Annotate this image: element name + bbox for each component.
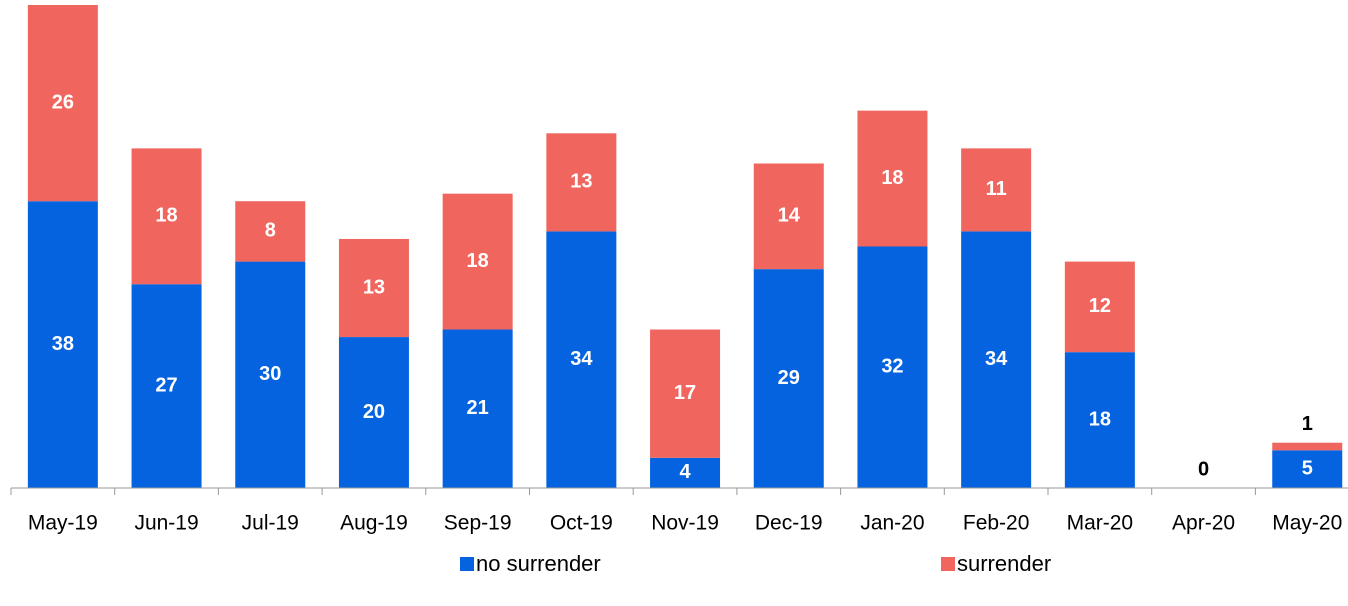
x-tick-label: Nov-19	[651, 512, 719, 535]
data-label: 32	[881, 356, 903, 378]
x-tick-label: Jul-19	[242, 512, 299, 535]
bar-segment	[857, 246, 928, 488]
bar-segment	[1272, 442, 1343, 451]
bar-segment	[546, 133, 617, 232]
x-tick-label: May-20	[1272, 512, 1342, 535]
x-tick-label: Oct-19	[550, 512, 613, 535]
bar-segment	[650, 457, 721, 488]
bar-segment	[131, 148, 202, 285]
data-label: 29	[778, 367, 800, 389]
data-label: 34	[570, 348, 593, 370]
x-tick-label: Feb-20	[963, 512, 1030, 535]
bar-segment	[27, 5, 98, 202]
data-label: 21	[467, 397, 489, 419]
data-label: 0	[1198, 458, 1209, 480]
data-label: 12	[1089, 295, 1111, 317]
data-label: 4	[679, 461, 691, 483]
data-label: 18	[155, 205, 177, 227]
bar-segment	[650, 329, 721, 458]
bar-segment	[753, 269, 824, 488]
bar-segment	[1064, 261, 1135, 353]
bar-segment	[546, 231, 617, 488]
x-tick-label: Apr-20	[1172, 512, 1235, 535]
x-tick-label: Dec-19	[755, 512, 823, 535]
data-label: 26	[52, 91, 74, 113]
bar-segment	[1064, 352, 1135, 488]
data-label: 27	[155, 374, 177, 396]
bar-segment	[27, 201, 98, 488]
bar-segment	[338, 337, 409, 488]
data-label: 13	[570, 171, 592, 193]
x-tick-label: Sep-19	[444, 512, 512, 535]
x-tick-label: Jun-19	[134, 512, 198, 535]
bar-segment	[131, 284, 202, 488]
data-label: 1	[1302, 413, 1313, 435]
data-label: 38	[52, 333, 74, 355]
bar-segment	[857, 110, 928, 247]
data-label: 18	[1089, 408, 1111, 430]
bar-segment	[1272, 450, 1343, 488]
bar-segment	[235, 261, 306, 488]
data-label: 18	[467, 250, 489, 272]
data-label: 13	[363, 276, 385, 298]
bar-segment	[338, 238, 409, 338]
data-label: 20	[363, 401, 385, 423]
data-label: 11	[986, 178, 1007, 200]
data-label: 17	[674, 382, 696, 404]
legend-label: no surrender	[476, 551, 601, 576]
data-label: 14	[778, 205, 801, 227]
x-tick-label: May-19	[28, 512, 98, 535]
data-label: 0	[1198, 472, 1209, 494]
data-label: 34	[985, 348, 1008, 370]
bar-segment	[442, 193, 513, 330]
legend-swatch	[941, 557, 955, 571]
bar-segment	[961, 148, 1032, 232]
x-tick-label: Aug-19	[340, 512, 408, 535]
data-label: 30	[259, 363, 281, 385]
bar-segment	[235, 201, 306, 262]
bar-segment	[753, 163, 824, 270]
data-label: 18	[881, 167, 903, 189]
legend-swatch	[460, 557, 474, 571]
data-label: 8	[265, 220, 276, 242]
bar-segment	[442, 329, 513, 488]
bar-segment	[961, 231, 1032, 488]
legend-label: surrender	[957, 551, 1051, 576]
data-label: 5	[1302, 457, 1313, 479]
x-tick-label: Jan-20	[860, 512, 924, 535]
x-tick-label: Mar-20	[1067, 512, 1134, 535]
